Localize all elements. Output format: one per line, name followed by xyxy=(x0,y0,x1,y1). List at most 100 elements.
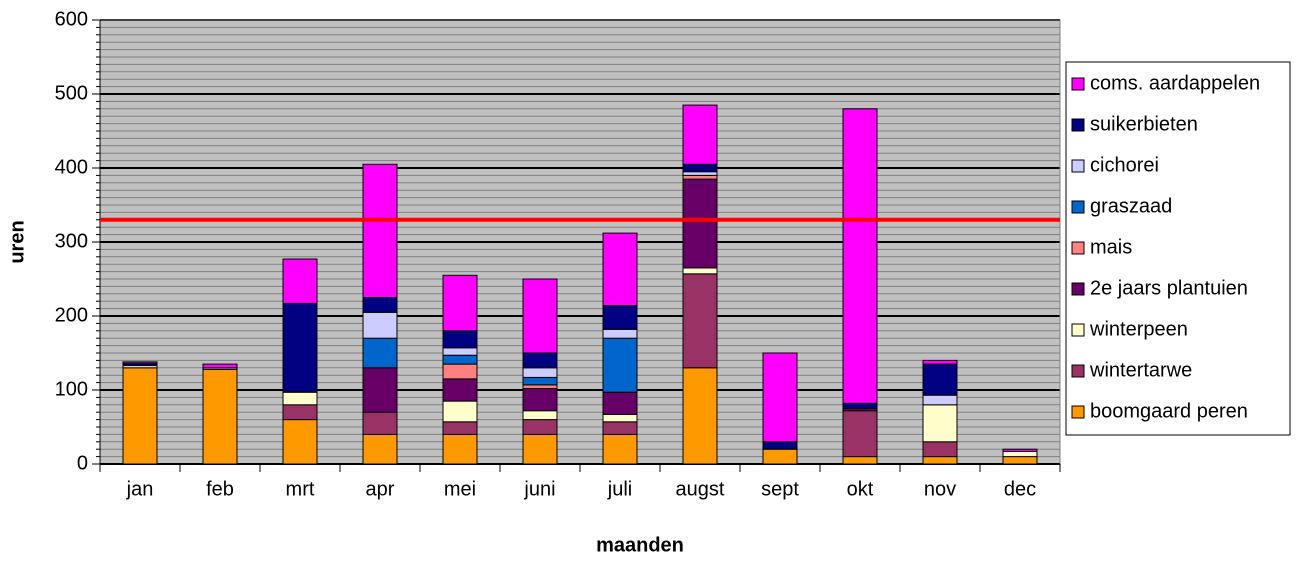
bar-segment xyxy=(442,433,478,465)
bar-segment xyxy=(282,419,318,465)
legend-swatch xyxy=(1071,77,1085,91)
legend-label: boomgaard peren xyxy=(1090,400,1248,422)
bar-segment xyxy=(842,108,878,404)
y-tick-label: 600 xyxy=(55,8,88,30)
bar-segment xyxy=(922,456,958,465)
bar-segment xyxy=(602,337,638,393)
bar-segment xyxy=(442,347,478,356)
bar-segment xyxy=(1002,456,1038,465)
bar-segment xyxy=(522,376,558,386)
bar-segment xyxy=(602,433,638,465)
bar-segment xyxy=(362,433,398,465)
bar-segment xyxy=(682,104,718,165)
x-tick-label: mrt xyxy=(286,478,315,500)
bar-segment xyxy=(842,402,878,410)
bar-segment xyxy=(522,352,558,369)
bar-segment xyxy=(522,388,558,412)
bar-segment xyxy=(362,297,398,313)
legend-label: graszaad xyxy=(1090,195,1172,217)
x-tick-label: okt xyxy=(847,478,874,500)
y-tick-label: 400 xyxy=(55,156,88,178)
bar-segment xyxy=(122,367,158,465)
y-tick-label: 200 xyxy=(55,304,88,326)
x-tick-label: sept xyxy=(761,478,799,500)
legend-label: mais xyxy=(1090,236,1132,258)
y-tick-label: 0 xyxy=(77,452,88,474)
bar-segment xyxy=(442,363,478,380)
bar-segment xyxy=(762,441,798,450)
x-tick-label: feb xyxy=(206,478,234,500)
legend-label: winterpeen xyxy=(1089,318,1188,340)
legend-swatch xyxy=(1071,364,1085,378)
bar-segment xyxy=(522,367,558,378)
bar-segment xyxy=(602,421,638,435)
bar-segment xyxy=(522,419,558,435)
bar-segment xyxy=(602,328,638,339)
legend-swatch xyxy=(1071,159,1085,173)
x-tick-label: nov xyxy=(924,478,956,500)
y-tick-label: 300 xyxy=(55,230,88,252)
bar-segment xyxy=(922,363,958,396)
bar-segment xyxy=(922,404,958,443)
bar-segment xyxy=(762,352,798,443)
x-tick-label: dec xyxy=(1004,478,1036,500)
bar-segment xyxy=(442,421,478,435)
legend-swatch xyxy=(1071,200,1085,214)
x-tick-label: juni xyxy=(523,478,555,500)
bar-segment xyxy=(762,448,798,465)
legend-box xyxy=(1065,61,1291,436)
legend-label: 2e jaars plantuien xyxy=(1090,277,1248,299)
bar-segment xyxy=(682,367,718,465)
bar-segment xyxy=(202,363,238,369)
y-axis-label: uren xyxy=(6,220,28,263)
bar-segment xyxy=(682,171,718,176)
bar-segment xyxy=(602,305,638,330)
bar-segment xyxy=(362,337,398,369)
bar-segment xyxy=(282,404,318,421)
bar-segment xyxy=(282,391,318,406)
legend-label: coms. aardappelen xyxy=(1090,72,1260,94)
bar-segment xyxy=(682,267,718,275)
bar-segment xyxy=(842,410,878,458)
x-tick-label: apr xyxy=(366,478,395,500)
bar-segment xyxy=(362,411,398,435)
bar-segment xyxy=(522,384,558,390)
legend-swatch xyxy=(1071,241,1085,255)
y-tick-label: 500 xyxy=(55,82,88,104)
legend-swatch xyxy=(1071,118,1085,132)
bar-segment xyxy=(442,330,478,349)
legend-label: suikerbieten xyxy=(1090,113,1198,135)
x-tick-label: mei xyxy=(444,478,476,500)
bar-segment xyxy=(282,258,318,304)
bar-segment xyxy=(922,359,958,365)
bar-segment xyxy=(362,311,398,339)
bar-segment xyxy=(1002,450,1038,458)
bar-segment xyxy=(362,163,398,298)
bar-segment xyxy=(522,410,558,421)
bar-segment xyxy=(1002,448,1038,452)
bar-segment xyxy=(522,278,558,354)
bar-segment xyxy=(442,400,478,423)
bar-segment xyxy=(602,413,638,423)
bar-segment xyxy=(682,178,718,269)
bar-segment xyxy=(442,274,478,332)
bar-segment xyxy=(202,368,238,465)
x-tick-label: jan xyxy=(126,478,154,500)
x-tick-label: juli xyxy=(607,478,632,500)
bar-segment xyxy=(682,174,718,180)
bar-segment xyxy=(922,441,958,458)
legend-swatch xyxy=(1071,323,1085,337)
bar-segment xyxy=(122,361,158,364)
bar-segment xyxy=(682,273,718,369)
legend-label: wintertarwe xyxy=(1089,359,1192,381)
bar-segment xyxy=(362,367,398,413)
x-axis-label: maanden xyxy=(596,534,684,556)
bar-segment xyxy=(522,433,558,465)
bar-segment xyxy=(922,394,958,406)
y-tick-label: 100 xyxy=(55,378,88,400)
bar-segment xyxy=(442,354,478,365)
bar-segment xyxy=(602,232,638,307)
bar-segment xyxy=(442,378,478,402)
bar-segment xyxy=(682,163,718,173)
